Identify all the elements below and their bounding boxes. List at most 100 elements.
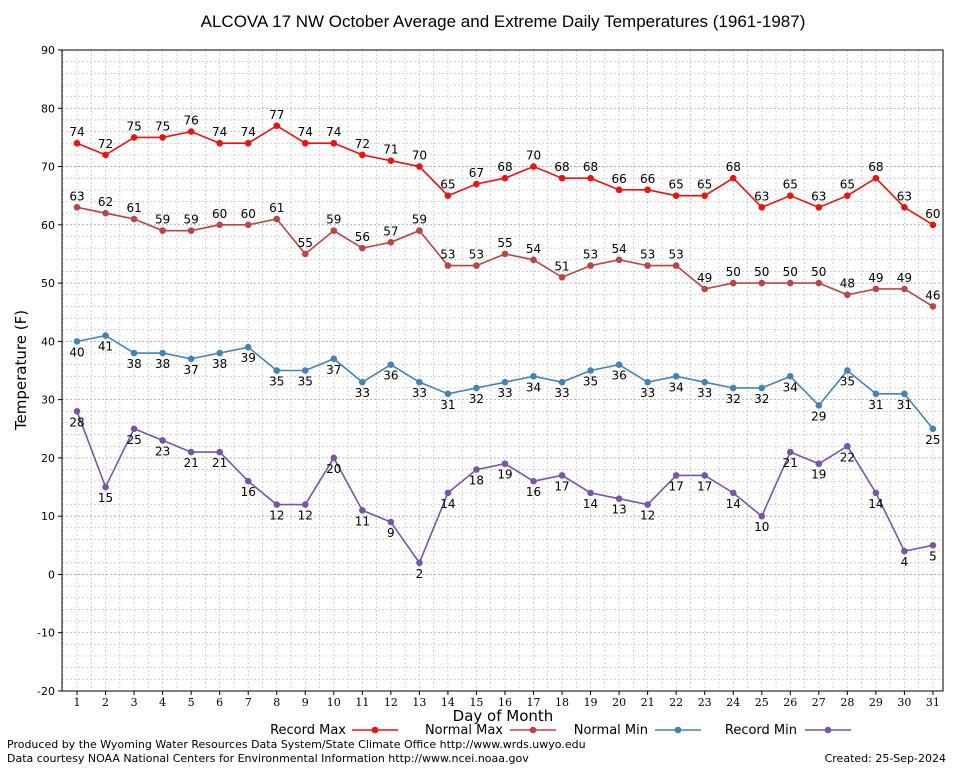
- x-tick-label: 16: [498, 696, 512, 709]
- data-label: 66: [640, 172, 655, 186]
- data-label: 12: [269, 509, 284, 523]
- data-point: [815, 279, 823, 287]
- x-tick-label: 19: [584, 696, 598, 709]
- data-point: [901, 204, 908, 211]
- data-point: [844, 442, 851, 450]
- x-tick-label: 15: [469, 696, 483, 709]
- data-label: 59: [184, 213, 199, 227]
- data-label: 32: [754, 392, 769, 406]
- data-point: [216, 448, 223, 456]
- legend-label: Normal Min: [574, 723, 648, 738]
- data-label: 50: [811, 265, 826, 279]
- legend-item: Normal Min: [574, 723, 701, 738]
- data-label: 31: [868, 398, 883, 412]
- data-label: 28: [69, 415, 84, 429]
- data-point: [701, 285, 708, 293]
- data-point: [929, 303, 937, 310]
- data-point: [73, 139, 81, 147]
- y-tick-label: 40: [41, 335, 55, 348]
- data-point: [786, 448, 794, 456]
- data-point: [872, 390, 880, 398]
- x-axis-label: Day of Month: [453, 707, 554, 725]
- data-point: [444, 390, 452, 398]
- y-tick-label: 50: [41, 277, 55, 290]
- data-label: 49: [697, 271, 712, 285]
- legend-item: Record Max: [270, 723, 398, 738]
- data-point: [130, 425, 138, 433]
- data-point: [786, 192, 794, 199]
- y-tick-label: 30: [41, 394, 55, 407]
- data-label: 5: [929, 549, 937, 563]
- data-label: 37: [184, 363, 199, 377]
- data-point: [501, 460, 509, 468]
- data-label: 32: [469, 392, 484, 406]
- x-tick-label: 21: [641, 696, 655, 709]
- y-tick-label: -10: [37, 627, 55, 640]
- data-label: 17: [669, 479, 684, 493]
- data-label: 2: [416, 567, 424, 581]
- data-label: 14: [726, 497, 741, 511]
- data-label: 77: [269, 108, 284, 122]
- data-label: 29: [811, 409, 826, 423]
- data-point: [359, 151, 366, 159]
- data-point: [387, 361, 395, 368]
- data-point: [473, 466, 480, 473]
- data-point: [644, 501, 651, 508]
- data-label: 20: [326, 462, 341, 476]
- data-point: [901, 390, 908, 398]
- data-point: [244, 343, 252, 351]
- data-point: [159, 437, 166, 444]
- data-label: 57: [383, 224, 398, 238]
- data-point: [615, 186, 623, 194]
- data-label: 25: [925, 433, 940, 447]
- footer-created: Created: 25-Sep-2024: [824, 752, 946, 765]
- data-point: [444, 489, 452, 497]
- data-point: [758, 279, 766, 287]
- data-label: 25: [126, 433, 141, 447]
- data-label: 61: [126, 201, 141, 215]
- data-point: [187, 128, 195, 135]
- data-point: [558, 378, 566, 386]
- footer-produced-by: Produced by the Wyoming Water Resources …: [7, 738, 586, 751]
- data-label: 34: [783, 380, 798, 394]
- data-point: [672, 192, 680, 199]
- data-point: [273, 122, 281, 130]
- data-point: [530, 256, 537, 264]
- data-label: 65: [669, 178, 684, 192]
- data-label: 15: [98, 491, 113, 505]
- data-label: 55: [298, 236, 313, 250]
- data-label: 68: [868, 160, 883, 174]
- x-tick-label: 17: [527, 696, 541, 709]
- data-label: 74: [326, 125, 341, 139]
- data-point: [387, 518, 395, 526]
- data-point: [273, 501, 281, 508]
- legend-label: Normal Max: [425, 723, 503, 738]
- x-tick-label: 6: [216, 696, 223, 709]
- data-label: 72: [98, 137, 113, 151]
- data-point: [644, 186, 651, 194]
- data-point: [587, 262, 594, 269]
- x-tick-label: 29: [869, 696, 883, 709]
- data-label: 72: [355, 137, 370, 151]
- x-tick-label: 25: [755, 696, 769, 709]
- data-point: [872, 174, 880, 182]
- data-label: 48: [840, 277, 855, 291]
- series: 74 72 75 75 76 74 74 77 74 74 72 71 70 65 67 68 70 68 68 66…: [69, 108, 940, 581]
- data-point: [672, 373, 680, 380]
- x-tick-label: 14: [441, 696, 455, 709]
- x-tick-label: 8: [273, 696, 280, 709]
- data-label: 67: [469, 166, 484, 180]
- data-point: [501, 174, 509, 182]
- data-point: [758, 204, 766, 211]
- data-point: [672, 262, 680, 269]
- data-point: [216, 349, 223, 357]
- data-point: [644, 378, 651, 386]
- data-label: 37: [326, 363, 341, 377]
- data-label: 66: [611, 172, 626, 186]
- y-tick-label: 10: [41, 510, 55, 523]
- data-point: [786, 279, 794, 287]
- data-label: 34: [526, 380, 541, 394]
- data-point: [273, 367, 281, 374]
